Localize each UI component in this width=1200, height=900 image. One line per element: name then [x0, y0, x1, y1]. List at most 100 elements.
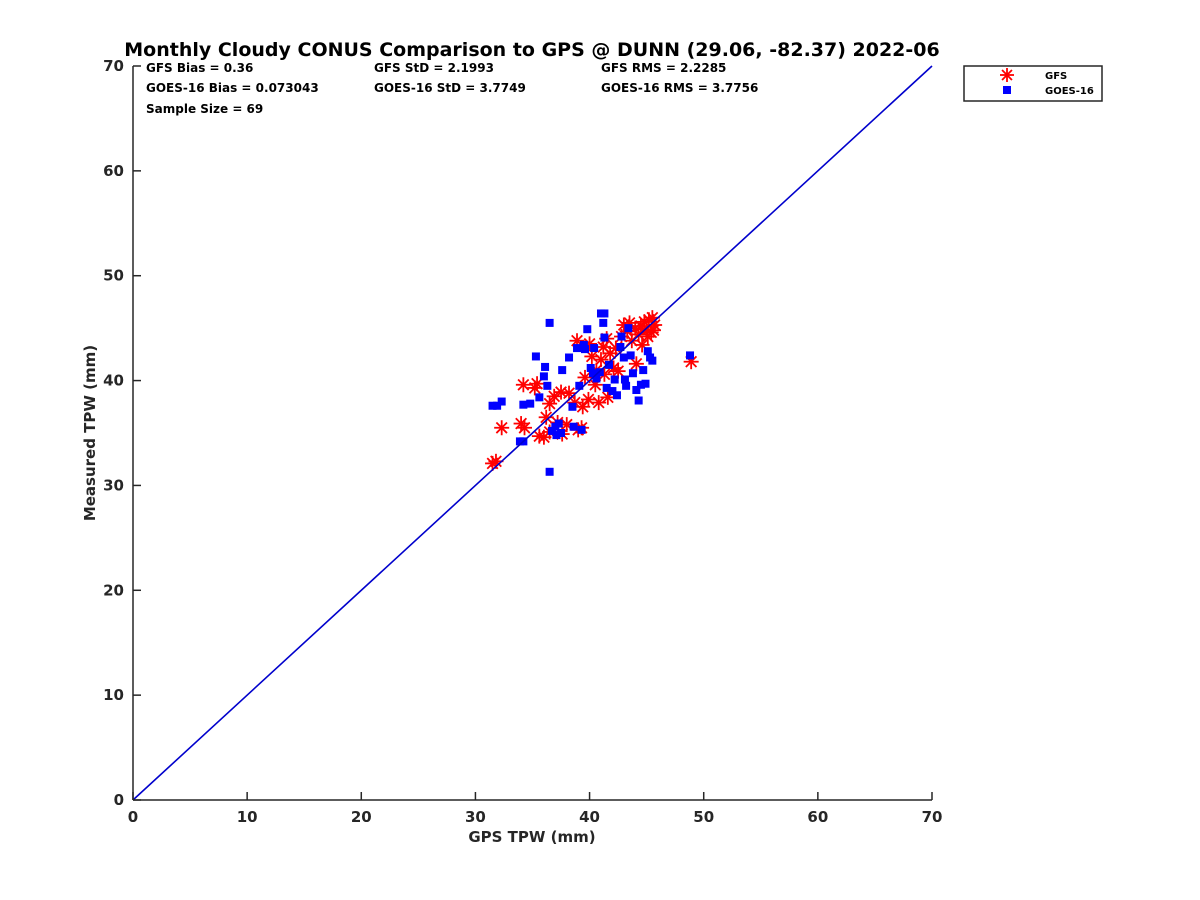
- legend-gfs-marker: [1000, 68, 1014, 82]
- gfs-rms-label: GFS RMS = 2.2285: [601, 61, 726, 75]
- y-tick-label: 60: [103, 162, 124, 180]
- goes-std-label: GOES-16 StD = 3.7749: [374, 81, 526, 95]
- goes16-point: [612, 391, 621, 400]
- x-axis-label: GPS TPW (mm): [468, 828, 595, 846]
- goes16-point: [624, 324, 633, 333]
- legend-box: [963, 65, 1103, 102]
- x-tick-label: 10: [237, 808, 258, 826]
- legend-goes-marker: [1003, 86, 1011, 94]
- goes16-point: [620, 375, 629, 384]
- goes16-point: [583, 325, 592, 334]
- goes16-point: [608, 387, 617, 396]
- goes16-point: [575, 381, 584, 390]
- gfs-point: [593, 352, 609, 368]
- goes16-point: [497, 397, 506, 406]
- goes16-point: [639, 366, 648, 375]
- x-tick-label: 40: [579, 808, 600, 826]
- data-marks: [132, 65, 933, 801]
- goes16-point: [543, 381, 552, 390]
- goes16-point: [610, 375, 619, 384]
- gfs-point: [546, 388, 562, 404]
- goes16-point: [535, 393, 544, 402]
- goes16-point: [648, 356, 657, 365]
- goes16-point: [557, 429, 566, 437]
- x-tick-label: 70: [922, 808, 943, 826]
- goes16-point: [626, 351, 635, 360]
- goes16-point: [604, 360, 613, 369]
- goes16-point: [541, 362, 550, 371]
- goes16-point: [622, 381, 631, 390]
- gfs-std-label: GFS StD = 2.1993: [374, 61, 494, 75]
- goes16-point: [569, 422, 578, 431]
- legend-gfs-asterisk: [1000, 68, 1014, 82]
- gfs-point: [538, 409, 554, 425]
- goes16-point: [600, 333, 609, 342]
- goes16-point: [636, 380, 645, 389]
- goes16-point: [554, 419, 563, 428]
- gfs-point: [529, 376, 545, 392]
- stats-block: GFS Bias = 0.36 GOES-16 Bias = 0.073043 …: [146, 61, 758, 116]
- goes16-point: [539, 372, 548, 381]
- goes16-point: [617, 332, 626, 341]
- y-axis-label: Measured TPW (mm): [81, 345, 99, 521]
- goes16-point: [686, 351, 695, 360]
- gfs-point: [553, 384, 569, 400]
- goes16-point: [577, 425, 586, 434]
- goes16-point: [590, 344, 599, 353]
- goes16-point: [616, 343, 625, 352]
- legend: GFS GOES-16: [963, 65, 1103, 102]
- y-tick-label: 0: [114, 791, 124, 809]
- goes16-point: [600, 309, 609, 318]
- goes16-point: [581, 345, 590, 354]
- one-to-one-line: [132, 65, 933, 801]
- x-tick-label: 30: [465, 808, 486, 826]
- goes16-point: [579, 340, 588, 349]
- goes16-point: [493, 401, 502, 410]
- goes16-point: [568, 402, 577, 411]
- goes16-point: [531, 352, 540, 361]
- goes16-point: [586, 363, 595, 372]
- gfs-point: [515, 377, 531, 393]
- gfs-point: [580, 391, 596, 407]
- x-tick-label: 60: [807, 808, 828, 826]
- goes16-point: [488, 401, 497, 410]
- x-tick-label: 0: [128, 808, 138, 826]
- goes16-point: [558, 366, 567, 375]
- goes16-point: [573, 344, 582, 353]
- y-tick-label: 30: [103, 476, 124, 494]
- y-ticks: 0 10 20 30 40 50 60 70: [103, 57, 141, 809]
- goes16-point: [641, 379, 650, 388]
- goes16-point: [545, 318, 554, 327]
- x-tick-label: 50: [693, 808, 714, 826]
- goes16-point: [634, 396, 643, 405]
- gfs-point: [610, 363, 626, 379]
- sample-size-label: Sample Size = 69: [146, 102, 263, 116]
- y-tick-label: 70: [103, 57, 124, 75]
- goes16-point: [565, 353, 574, 362]
- goes16-point: [602, 383, 611, 392]
- goes16-point: [588, 369, 597, 378]
- goes16-point: [619, 353, 628, 362]
- goes-bias-label: GOES-16 Bias = 0.073043: [146, 81, 319, 95]
- legend-goes-label: GOES-16: [1045, 86, 1094, 97]
- goes16-point: [628, 369, 637, 378]
- gfs-point: [517, 420, 533, 436]
- goes16-point: [547, 426, 556, 435]
- y-tick-label: 10: [103, 686, 124, 704]
- chart-title: Monthly Cloudy CONUS Comparison to GPS @…: [124, 39, 939, 61]
- y-tick-label: 20: [103, 581, 124, 599]
- y-tick-label: 50: [103, 267, 124, 285]
- goes-rms-label: GOES-16 RMS = 3.7756: [601, 81, 758, 95]
- x-tick-label: 20: [351, 808, 372, 826]
- x-ticks: 0 10 20 30 40 50 60 70: [128, 792, 943, 826]
- axes: [132, 66, 932, 801]
- legend-gfs-label: GFS: [1045, 71, 1067, 82]
- goes16-point: [599, 318, 608, 327]
- goes16-point: [552, 431, 561, 440]
- goes16-point: [592, 374, 601, 383]
- goes16-point: [643, 347, 652, 356]
- goes16-point: [545, 467, 554, 476]
- goes16-point: [632, 386, 641, 395]
- plot-area: GFS Bias = 0.36 GOES-16 Bias = 0.073043 …: [81, 57, 942, 846]
